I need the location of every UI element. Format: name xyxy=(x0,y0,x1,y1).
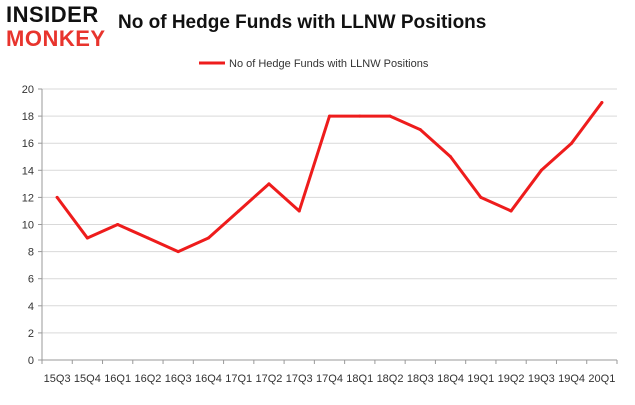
series-layer xyxy=(55,101,604,254)
y-tick-label: 20 xyxy=(22,84,34,96)
gridlines xyxy=(42,88,617,334)
y-tick-label: 16 xyxy=(22,138,34,150)
x-tick-label: 20Q1 xyxy=(588,373,615,385)
data-point xyxy=(297,209,301,213)
logo-line-monkey: MONKEY xyxy=(6,26,106,51)
data-point xyxy=(116,223,120,226)
x-tick-label: 15Q4 xyxy=(74,373,101,385)
x-tick-label: 16Q3 xyxy=(165,373,192,385)
legend-label: No of Hedge Funds with LLNW Positions xyxy=(229,58,429,70)
x-tick-label: 16Q1 xyxy=(104,373,131,385)
data-point xyxy=(600,101,604,105)
data-point xyxy=(176,250,180,254)
y-tick-label: 8 xyxy=(28,247,34,259)
x-tick-label: 18Q2 xyxy=(377,373,404,385)
data-point xyxy=(206,236,210,240)
x-tick-label: 19Q1 xyxy=(467,373,494,385)
data-point xyxy=(570,141,574,145)
x-tick-label: 15Q3 xyxy=(44,373,71,385)
data-point xyxy=(388,114,392,118)
x-tick-label: 17Q2 xyxy=(256,373,283,385)
data-point xyxy=(267,182,271,186)
y-tick-label: 18 xyxy=(22,111,34,123)
y-tick-label: 12 xyxy=(22,192,34,204)
data-point xyxy=(479,195,483,199)
data-point xyxy=(237,209,241,213)
y-tick-label: 0 xyxy=(28,355,34,367)
x-tick-label: 17Q1 xyxy=(225,373,252,385)
data-point xyxy=(509,209,513,213)
x-tick-label: 17Q4 xyxy=(316,373,343,385)
x-tick-label: 19Q3 xyxy=(528,373,555,385)
y-tick-label: 14 xyxy=(22,165,34,177)
data-point xyxy=(449,155,453,159)
x-tick-label: 16Q2 xyxy=(134,373,161,385)
y-tick-label: 2 xyxy=(28,328,34,340)
x-tick-label: 18Q1 xyxy=(346,373,373,385)
data-point xyxy=(85,236,89,240)
x-tick-label: 18Q3 xyxy=(407,373,434,385)
x-tick-label: 16Q4 xyxy=(195,373,222,385)
data-point xyxy=(146,236,150,240)
data-point xyxy=(328,114,331,118)
x-tick-label: 18Q4 xyxy=(437,373,464,385)
x-tick-label: 19Q4 xyxy=(558,373,585,385)
y-axis-ticks: 0 2 4 6 8 10 12 14 16 18 20 xyxy=(22,84,42,367)
x-tick-label: 19Q2 xyxy=(498,373,525,385)
data-point xyxy=(55,195,59,199)
data-point xyxy=(358,114,362,118)
series-line-0 xyxy=(55,101,604,254)
x-tick-label: 17Q3 xyxy=(286,373,313,385)
y-tick-label: 6 xyxy=(28,274,34,286)
legend: No of Hedge Funds with LLNW Positions xyxy=(199,58,429,70)
insider-monkey-logo: INSIDER MONKEY xyxy=(6,3,118,53)
logo-line-insider: INSIDER xyxy=(6,2,99,27)
data-point xyxy=(418,128,422,132)
chart-title: No of Hedge Funds with LLNW Positions xyxy=(118,12,487,33)
y-tick-label: 10 xyxy=(22,220,34,232)
y-tick-label: 4 xyxy=(28,301,34,313)
x-axis-ticks: 15Q3 15Q4 16Q1 16Q2 16Q3 16Q4 17Q1 17Q2 17Q3 17Q4… xyxy=(41,360,618,385)
data-point xyxy=(539,168,543,172)
